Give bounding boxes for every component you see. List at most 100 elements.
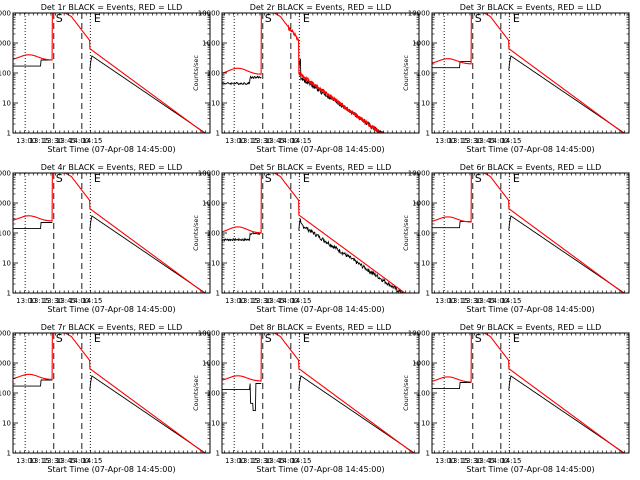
y-tick-label: 1000: [202, 360, 220, 368]
x-axis-label: Start Time (07-Apr-08 14:45:00): [466, 465, 594, 474]
x-tick-label: 14:15: [291, 457, 311, 465]
panel-title: Det 7r BLACK = Events, RED = LLD: [41, 323, 183, 332]
y-tick-label: 10000: [408, 10, 430, 18]
series-events-line: [298, 375, 419, 453]
series-events-line: [13, 59, 53, 67]
panel-det-1: Det 1r BLACK = Events, RED = LLD 1 10 100 10…: [0, 3, 211, 154]
x-tick-label: 14:15: [82, 137, 102, 145]
y-tick-label: 1000: [202, 200, 220, 208]
x-tick-label: 14:00: [488, 457, 508, 465]
x-tick-label: 14:15: [501, 457, 521, 465]
series-events-line: [13, 222, 53, 230]
start-marker-label: S: [56, 332, 63, 345]
x-tick-label: 13:15: [29, 297, 49, 305]
y-tick-label: 1: [426, 450, 430, 458]
y-tick-label: 1: [426, 130, 430, 138]
start-marker-label: S: [265, 172, 272, 185]
x-tick-label: 13:30: [252, 297, 272, 305]
x-tick-label: 13:45: [56, 137, 76, 145]
series-events-line: [432, 382, 472, 390]
plot-frame: [221, 172, 420, 294]
panel-title: Det 5r BLACK = Events, RED = LLD: [250, 163, 392, 172]
x-tick-label: 13:00: [435, 457, 455, 465]
y-tick-label: 100: [417, 230, 430, 238]
y-tick-label: 100: [417, 390, 430, 398]
series-lld-line: [222, 173, 419, 293]
y-tick-label: 10: [2, 260, 11, 268]
y-axis-label: Counts/sec: [192, 215, 200, 251]
panel-title: Det 3r BLACK = Events, RED = LLD: [460, 3, 602, 12]
y-tick-label: 10: [2, 420, 11, 428]
x-tick-label: 13:45: [56, 297, 76, 305]
y-tick-label: 100: [0, 230, 11, 238]
x-axis-label: Start Time (07-Apr-08 14:45:00): [47, 305, 175, 314]
x-tick-label: 14:00: [69, 297, 89, 305]
series-events-line: [508, 215, 629, 293]
y-tick-label: 100: [207, 390, 220, 398]
series-lld-line: [13, 173, 210, 293]
y-tick-label: 1000: [0, 40, 11, 48]
start-marker-label: S: [475, 172, 482, 185]
y-tick-label: 100: [207, 70, 220, 78]
start-marker-label: S: [265, 332, 272, 345]
x-axis-label: Start Time (07-Apr-08 14:45:00): [256, 145, 384, 154]
x-tick-label: 14:00: [488, 137, 508, 145]
end-marker-label: E: [303, 172, 310, 185]
x-tick-label: 13:00: [16, 457, 36, 465]
y-tick-label: 1000: [202, 40, 220, 48]
panel-det-9: Det 9r BLACK = Events, RED = LLD 1 10 100 10…: [402, 323, 630, 474]
y-tick-label: 10: [211, 100, 220, 108]
y-tick-label: 100: [0, 70, 11, 78]
series-lld-line: [13, 333, 210, 453]
x-tick-label: 13:15: [29, 137, 49, 145]
y-axis-label: Counts/sec: [402, 215, 410, 251]
x-axis-label: Start Time (07-Apr-08 14:45:00): [256, 305, 384, 314]
x-tick-label: 13:15: [448, 137, 468, 145]
series-events-line: [298, 218, 419, 293]
end-marker-label: E: [513, 172, 520, 185]
series-lld-line: [432, 333, 629, 453]
y-tick-label: 10000: [408, 170, 430, 178]
end-marker-label: E: [303, 332, 310, 345]
panel-title: Det 4r BLACK = Events, RED = LLD: [41, 163, 183, 172]
series-lld-line: [432, 13, 629, 133]
x-tick-label: 13:45: [475, 297, 495, 305]
x-tick-label: 13:45: [475, 457, 495, 465]
x-tick-label: 14:15: [501, 297, 521, 305]
panel-title: Det 9r BLACK = Events, RED = LLD: [460, 323, 602, 332]
end-marker-label: E: [94, 332, 101, 345]
series-lld-line: [432, 173, 629, 293]
x-tick-label: 13:15: [448, 457, 468, 465]
x-tick-label: 13:15: [29, 457, 49, 465]
x-tick-label: 13:45: [475, 137, 495, 145]
x-tick-label: 13:15: [238, 137, 258, 145]
y-tick-label: 10: [421, 420, 430, 428]
y-tick-label: 100: [0, 390, 11, 398]
series-events-line: [222, 231, 262, 242]
end-marker-label: E: [94, 172, 101, 185]
y-tick-label: 1: [216, 290, 220, 298]
x-tick-label: 13:30: [252, 457, 272, 465]
x-tick-label: 14:15: [82, 457, 102, 465]
panel-det-2: Det 2r BLACK = Events, RED = LLD 1 10 100 10…: [192, 3, 420, 154]
y-tick-label: 1000: [412, 360, 430, 368]
x-tick-label: 13:45: [265, 457, 285, 465]
start-marker-label: S: [56, 172, 63, 185]
y-tick-label: 10000: [0, 10, 11, 18]
x-tick-label: 13:00: [16, 137, 36, 145]
panel-det-4: Det 4r BLACK = Events, RED = LLD 1 10 100 10…: [0, 163, 211, 314]
panel-det-3: Det 3r BLACK = Events, RED = LLD 1 10 100 10…: [402, 3, 630, 154]
y-tick-label: 10: [211, 260, 220, 268]
end-marker-label: E: [303, 12, 310, 25]
x-tick-label: 13:30: [462, 457, 482, 465]
y-tick-label: 1000: [412, 200, 430, 208]
end-marker-label: E: [94, 12, 101, 25]
series-events-line: [222, 383, 262, 412]
start-marker-label: S: [265, 12, 272, 25]
y-axis-label: Counts/sec: [402, 55, 410, 91]
series-lld-line: [13, 13, 210, 133]
panel-title: Det 2r BLACK = Events, RED = LLD: [250, 3, 392, 12]
y-tick-label: 10: [211, 420, 220, 428]
